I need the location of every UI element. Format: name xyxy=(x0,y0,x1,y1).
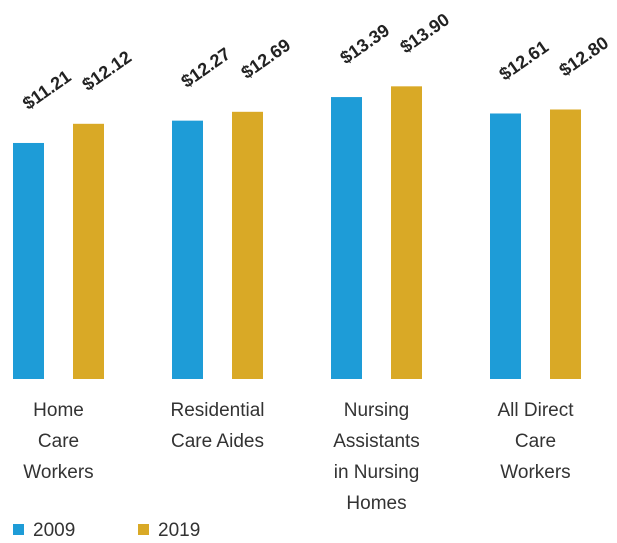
legend-swatch xyxy=(13,524,24,535)
x-tick-label: Home Care Workers xyxy=(23,400,94,483)
legend-swatch xyxy=(138,524,149,535)
bar xyxy=(331,97,362,380)
value-label: $13.39 xyxy=(336,20,393,68)
value-label: $12.80 xyxy=(555,32,612,80)
value-label: $12.61 xyxy=(495,36,552,84)
value-label: $12.69 xyxy=(237,35,294,83)
bar xyxy=(490,113,521,379)
bar xyxy=(550,109,581,379)
bar xyxy=(13,142,44,379)
value-label: $12.12 xyxy=(78,47,135,95)
value-label: $12.27 xyxy=(177,44,234,92)
legend-label: 2009 xyxy=(33,520,75,541)
x-tick-label: Nursing Assistants in Nursing Homes xyxy=(333,400,420,514)
legend-label: 2019 xyxy=(158,520,200,541)
x-tick-label: All Direct Care Workers xyxy=(497,400,574,483)
value-label: $13.90 xyxy=(396,9,453,57)
value-label: $11.21 xyxy=(19,66,75,113)
bar xyxy=(391,86,422,380)
bar xyxy=(172,120,203,380)
bar xyxy=(73,123,104,379)
x-tick-label: Residential Care Aides xyxy=(170,400,265,452)
bar xyxy=(232,111,263,380)
